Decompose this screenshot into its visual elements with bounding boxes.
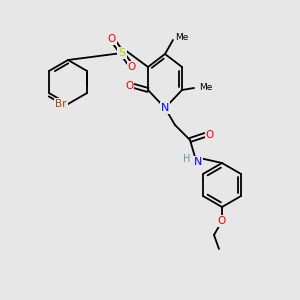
- Text: O: O: [108, 34, 116, 44]
- Text: N: N: [161, 103, 169, 113]
- Text: Br: Br: [55, 99, 67, 109]
- Text: O: O: [125, 81, 133, 91]
- Text: S: S: [118, 48, 126, 58]
- Text: O: O: [128, 62, 136, 72]
- Text: O: O: [218, 216, 226, 226]
- Text: Me: Me: [175, 32, 188, 41]
- Text: Me: Me: [199, 83, 212, 92]
- Text: N: N: [194, 157, 202, 167]
- Text: O: O: [206, 130, 214, 140]
- Text: H: H: [183, 154, 191, 164]
